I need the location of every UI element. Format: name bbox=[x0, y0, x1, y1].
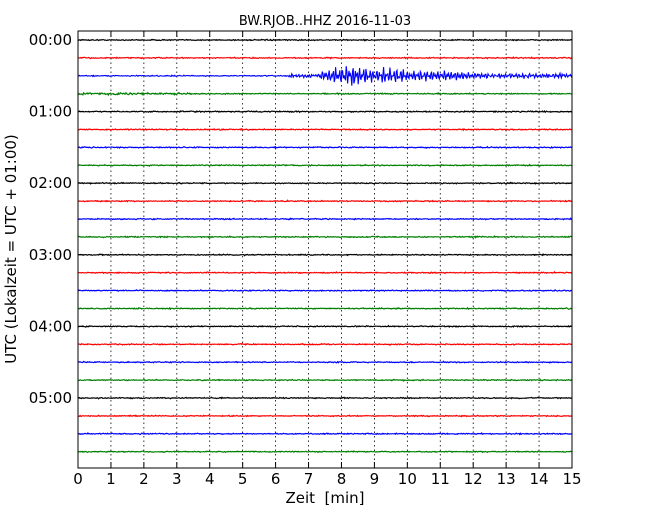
trace-0330 bbox=[77, 288, 573, 293]
x-tick-label: 8 bbox=[337, 470, 347, 488]
trace-0215 bbox=[77, 199, 573, 203]
trace-0400 bbox=[77, 324, 573, 329]
trace-0045 bbox=[77, 91, 573, 97]
trace-0145 bbox=[77, 163, 573, 167]
trace-0015 bbox=[77, 56, 573, 60]
trace-0115 bbox=[77, 127, 573, 132]
trace-0030 bbox=[77, 66, 573, 86]
x-axis: 0 1 2 3 4 5 6 7 8 9 10 11 12 13 14 15 bbox=[73, 31, 582, 488]
x-tick-label: 14 bbox=[530, 470, 549, 488]
trace-0130 bbox=[77, 145, 573, 150]
y-tick-label: 05:00 bbox=[29, 389, 72, 407]
trace-0200 bbox=[78, 181, 573, 185]
x-tick-label: 1 bbox=[106, 470, 116, 488]
x-tick-label: 12 bbox=[464, 470, 483, 488]
trace-0430 bbox=[77, 360, 573, 364]
trace-0500 bbox=[77, 396, 573, 400]
trace-0300 bbox=[77, 253, 573, 257]
trace-0315 bbox=[78, 270, 573, 275]
x-tick-label: 10 bbox=[398, 470, 417, 488]
trace-0545 bbox=[77, 450, 573, 454]
x-tick-label: 9 bbox=[370, 470, 380, 488]
x-tick-label: 15 bbox=[562, 470, 581, 488]
x-tick-label: 4 bbox=[205, 470, 215, 488]
trace-0245 bbox=[77, 235, 573, 239]
y-tick-label: 04:00 bbox=[29, 317, 72, 335]
x-tick-label: 7 bbox=[304, 470, 314, 488]
trace-0530 bbox=[77, 431, 573, 436]
x-tick-label: 11 bbox=[431, 470, 450, 488]
trace-0100 bbox=[77, 110, 573, 114]
y-tick-label: 03:00 bbox=[29, 246, 72, 264]
trace-0000 bbox=[77, 38, 573, 42]
trace-0445 bbox=[77, 378, 573, 382]
x-tick-label: 13 bbox=[497, 470, 516, 488]
x-tick-label: 2 bbox=[139, 470, 149, 488]
y-tick-label: 00:00 bbox=[29, 31, 72, 49]
x-tick-label: 5 bbox=[238, 470, 248, 488]
x-tick-label: 3 bbox=[172, 470, 182, 488]
trace-0515 bbox=[77, 414, 573, 418]
x-tick-label: 6 bbox=[271, 470, 281, 488]
plot-frame bbox=[77, 30, 573, 469]
trace-0345 bbox=[77, 306, 573, 311]
grid-lines bbox=[110, 31, 540, 468]
trace-0415 bbox=[77, 342, 573, 346]
y-tick-label: 02:00 bbox=[29, 174, 72, 192]
x-tick-label: 0 bbox=[73, 470, 83, 488]
chart-title: BW.RJOB..HHZ 2016-11-03 bbox=[239, 14, 411, 29]
y-axis-label: UTC (Lokalzeit = UTC + 01:00) bbox=[2, 134, 20, 364]
x-axis-label: Zeit [min] bbox=[285, 489, 364, 507]
y-tick-label: 01:00 bbox=[29, 103, 72, 121]
trace-0230 bbox=[77, 217, 573, 221]
seismic-traces bbox=[77, 38, 573, 454]
y-axis: 00:00 01:00 02:00 03:00 04:00 05:00 bbox=[29, 31, 572, 407]
